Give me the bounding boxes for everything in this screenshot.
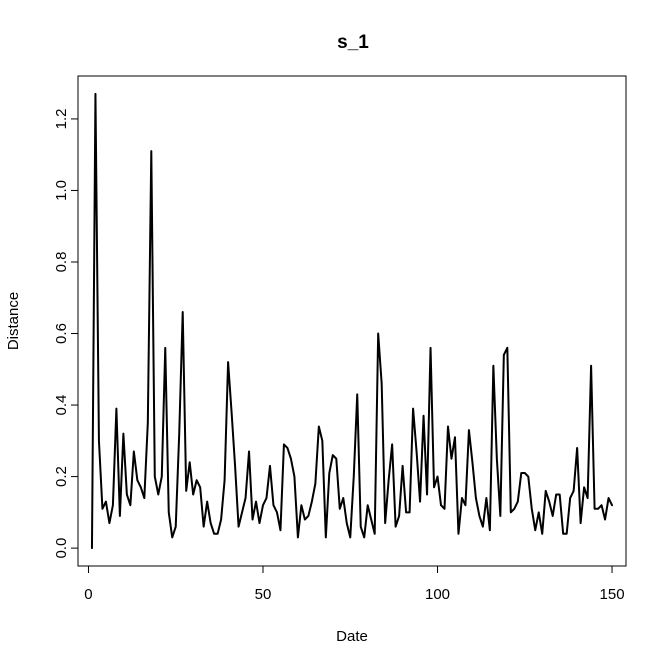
x-tick-label: 50	[255, 586, 272, 603]
y-axis: 0.0 0.2 0.4 0.6 0.8 1.0 1.2	[53, 108, 79, 559]
y-tick-label: 1.0	[53, 180, 70, 201]
x-tick-label: 0	[84, 586, 92, 603]
y-tick-label: 0.2	[53, 466, 70, 487]
y-tick-label: 0.8	[53, 252, 70, 273]
y-tick-label: 1.2	[53, 108, 70, 129]
y-tick-label: 0.0	[53, 538, 70, 559]
chart-title: s_1	[337, 32, 369, 53]
x-tick-label: 100	[425, 586, 450, 603]
series-line	[90, 92, 614, 550]
x-axis-label: Date	[336, 628, 368, 645]
y-tick-label: 0.4	[53, 395, 70, 416]
x-axis: 0 50 100 150	[84, 565, 625, 603]
y-axis-label: Distance	[5, 292, 22, 350]
x-tick-label: 150	[600, 586, 625, 603]
y-tick-label: 0.6	[53, 323, 70, 344]
